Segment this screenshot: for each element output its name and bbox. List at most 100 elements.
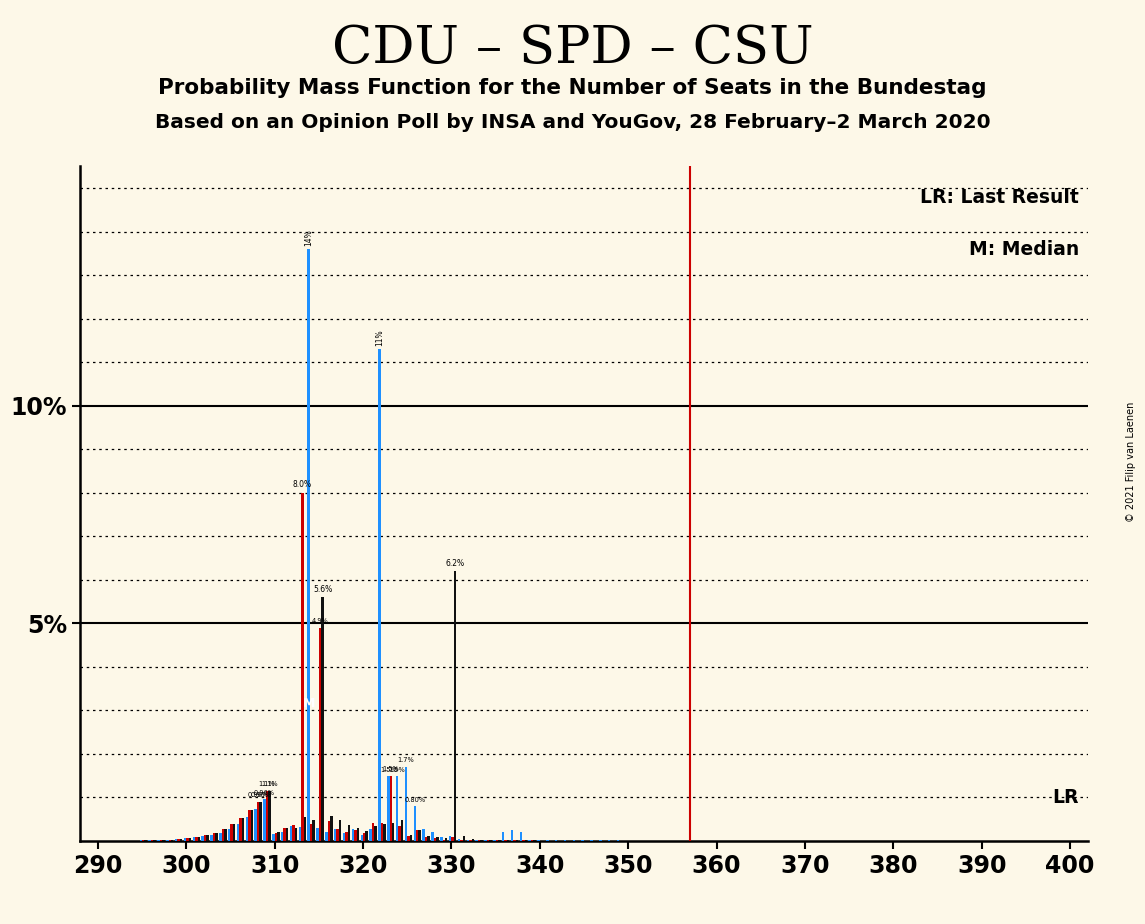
Bar [286,828,289,841]
Text: LR: LR [1052,788,1079,807]
Bar [248,810,251,841]
Bar [237,824,239,841]
Bar [206,835,208,841]
Bar [284,828,286,841]
Bar [423,829,425,841]
Text: 0.90%: 0.90% [247,792,269,798]
Text: 8.0%: 8.0% [293,480,311,489]
Bar [325,832,327,841]
Bar [273,833,275,841]
Bar [392,822,394,841]
Text: 1.1%: 1.1% [259,782,275,787]
Bar [202,836,204,841]
Bar [356,828,360,841]
Bar [175,839,177,841]
Bar [481,840,483,841]
Bar [434,838,436,841]
Bar [502,833,505,841]
Bar [239,819,242,841]
Bar [472,839,474,841]
Bar [254,809,256,841]
Bar [511,830,513,841]
Bar [408,835,410,841]
Text: 11%: 11% [374,329,384,346]
Text: Based on an Opinion Poll by INSA and YouGov, 28 February–2 March 2020: Based on an Opinion Poll by INSA and You… [155,113,990,132]
Bar [308,249,310,841]
Bar [301,492,303,841]
Bar [346,833,348,841]
Bar [458,839,460,841]
Bar [440,837,442,841]
Bar [416,830,418,841]
Bar [215,833,218,841]
Bar [228,829,230,841]
Bar [460,840,463,841]
Bar [463,836,465,841]
Bar [246,818,248,841]
Text: 14%: 14% [305,229,314,246]
Text: CDU – SPD – CSU: CDU – SPD – CSU [332,23,813,74]
Bar [275,833,277,841]
Bar [204,835,206,841]
Bar [401,820,403,841]
Text: 1.7%: 1.7% [397,758,414,763]
Text: 1.5%: 1.5% [388,767,405,773]
Text: M: Median: M: Median [969,240,1079,260]
Bar [222,829,224,841]
Bar [396,776,398,841]
Bar [192,837,195,841]
Bar [404,767,408,841]
Bar [384,824,386,841]
Bar [256,802,260,841]
Bar [232,824,236,841]
Text: 5.6%: 5.6% [313,585,332,593]
Bar [442,840,445,841]
Bar [198,837,200,841]
Bar [387,776,389,841]
Bar [260,802,262,841]
Bar [268,791,270,841]
Bar [251,810,253,841]
Text: 1.5%: 1.5% [382,766,400,772]
Bar [453,571,457,841]
Bar [263,799,266,841]
Bar [211,834,213,841]
Bar [313,821,315,841]
Bar [451,837,453,841]
Bar [292,825,294,841]
Text: 0.80%: 0.80% [404,796,425,803]
Bar [520,833,522,841]
Bar [318,627,322,841]
Bar [168,840,171,841]
Bar [436,837,439,841]
Bar [322,597,324,841]
Bar [224,829,227,841]
Bar [445,838,448,841]
Bar [398,826,401,841]
Bar [389,775,392,841]
Bar [242,819,244,841]
Bar [166,840,168,841]
Bar [290,826,292,841]
Bar [348,825,350,841]
Text: 1.1%: 1.1% [261,782,278,787]
Bar [475,840,477,841]
Bar [281,832,284,841]
Bar [365,832,368,841]
Bar [374,826,377,841]
Bar [427,835,429,841]
Bar [330,817,332,841]
Text: Probability Mass Function for the Number of Seats in the Bundestag: Probability Mass Function for the Number… [158,78,987,98]
Bar [370,829,372,841]
Bar [303,817,306,841]
Bar [316,828,318,841]
Bar [180,839,182,841]
Bar [266,791,268,841]
Bar [342,833,346,841]
Bar [189,838,191,841]
Bar [299,827,301,841]
Bar [334,829,337,841]
Text: LR: Last Result: LR: Last Result [921,188,1079,207]
Text: 6.2%: 6.2% [445,558,465,567]
Bar [410,834,412,841]
